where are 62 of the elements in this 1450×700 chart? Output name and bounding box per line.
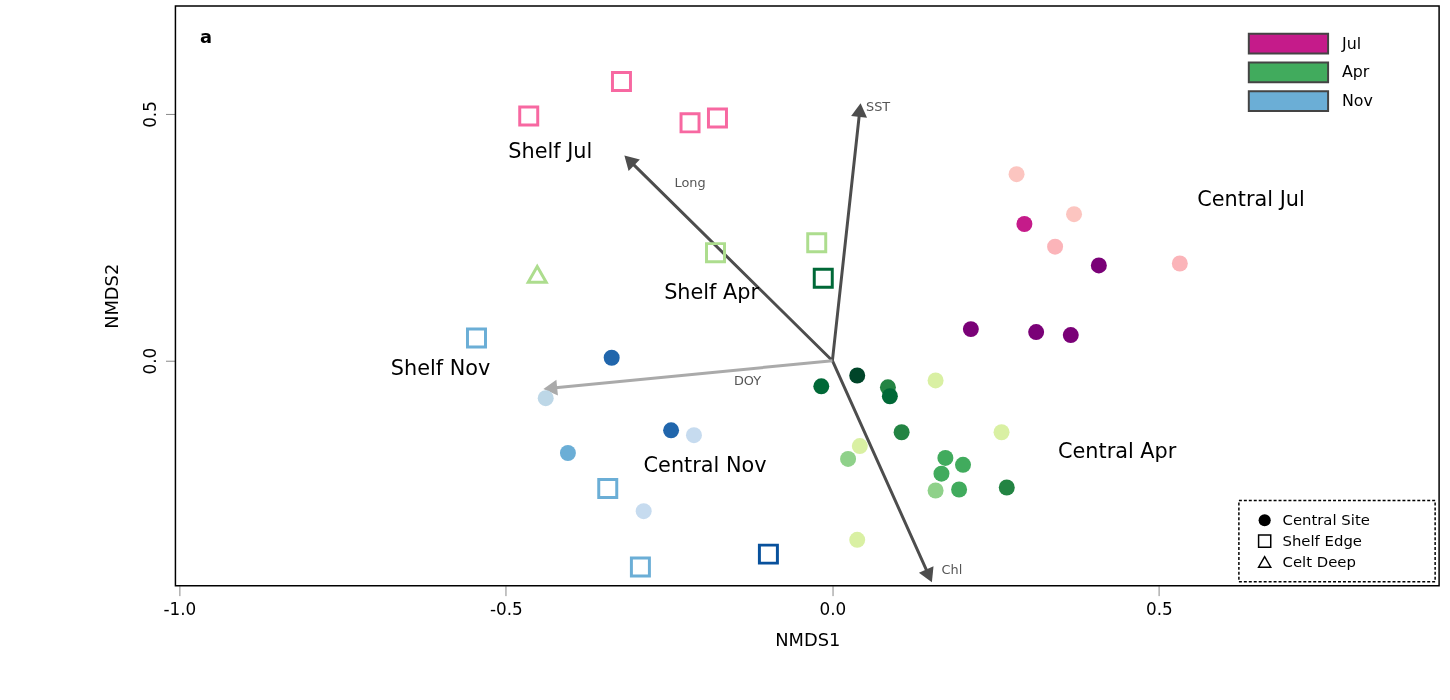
point [806,232,828,254]
point [881,388,898,405]
point [635,503,652,520]
x-tick-label: 0.0 [819,598,847,619]
point [706,107,728,129]
point [526,265,548,284]
point [1008,166,1025,183]
point [851,438,868,455]
point [993,424,1010,441]
point [679,112,701,134]
point [1016,216,1033,232]
point [518,105,540,127]
point [951,481,968,498]
y-axis-title: NMDS2 [101,263,123,329]
x-tick-label: -1.0 [163,598,197,619]
point [466,327,487,349]
point [1171,255,1188,272]
point [629,556,651,578]
point [955,456,972,473]
point [1047,238,1064,255]
annotation: Central Jul [1197,187,1305,212]
point [927,482,944,499]
annotation: Shelf Apr [664,280,760,305]
point [1066,206,1083,223]
legend-label: Jul [1340,33,1362,53]
point [537,390,554,407]
point [933,465,950,482]
point [813,378,830,395]
annotation: DOY [733,373,762,389]
annotation: a [200,26,213,48]
point [937,449,954,466]
point [610,70,632,92]
point [597,478,619,499]
legend-label: Apr [1341,62,1370,82]
point [998,479,1015,496]
point [685,427,702,444]
annotation: Shelf Jul [508,139,593,164]
point [849,531,866,548]
point [1090,257,1107,274]
point [851,103,868,118]
annotation: Long [674,174,706,190]
point [840,450,857,467]
point [812,267,834,289]
annotation: Shelf Nov [390,355,491,380]
x-tick-label: 0.5 [1146,598,1173,619]
x-tick-label: -0.5 [489,598,523,619]
point [1028,324,1045,341]
x-axis-title: NMDS1 [775,628,841,650]
annotation: Central Nov [643,452,767,477]
point [663,422,680,439]
point [927,372,944,389]
point [757,543,779,565]
point [705,242,726,264]
point [849,367,866,384]
annotation: Chl [941,561,963,577]
legend-label: Nov [1341,91,1373,111]
point [603,349,620,366]
point [962,321,979,338]
annotation: SST [866,99,891,115]
point [893,424,910,441]
annotation: Central Apr [1057,438,1177,463]
point [1062,327,1079,344]
